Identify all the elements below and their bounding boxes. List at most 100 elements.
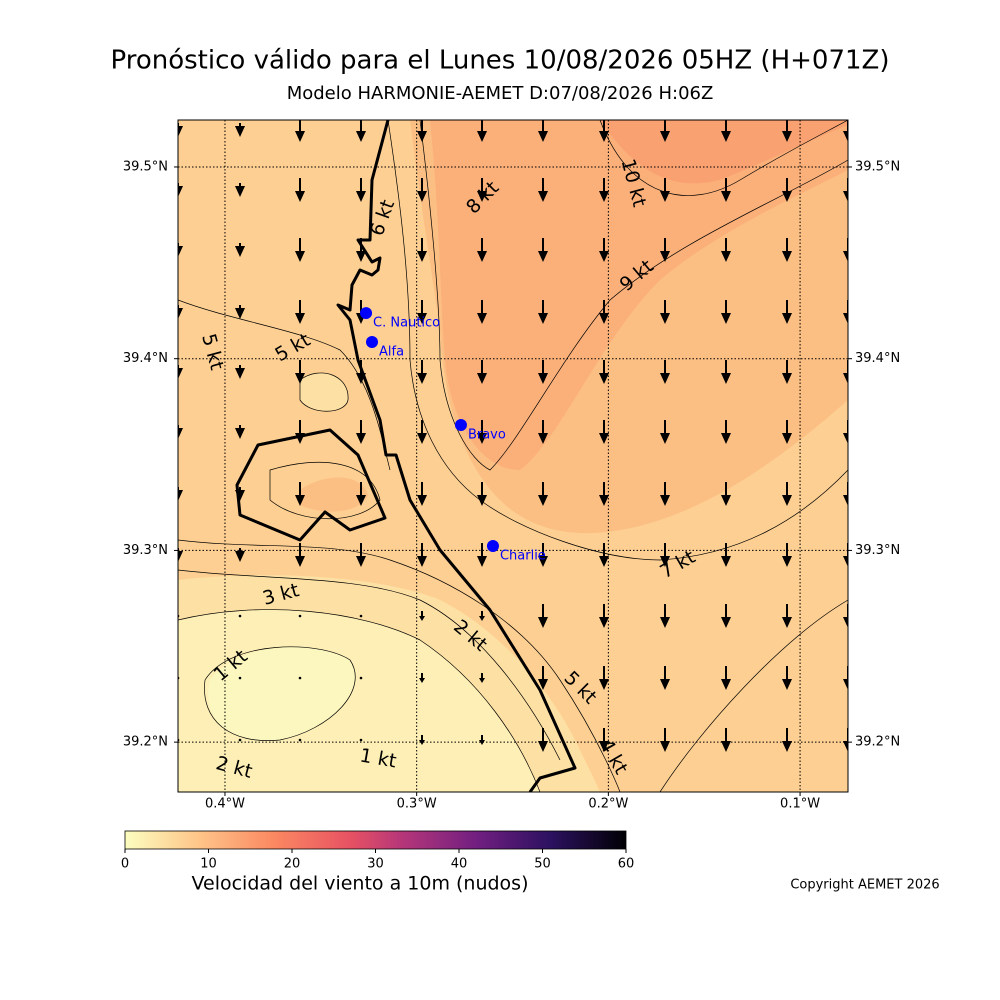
wind-arrow xyxy=(417,300,427,324)
wind-arrow xyxy=(356,120,366,142)
wind-arrow xyxy=(843,178,848,202)
wind-arrow xyxy=(295,178,305,202)
wind-arrow xyxy=(843,543,848,567)
wind-arrow xyxy=(178,548,183,562)
wind-arrow xyxy=(721,238,731,262)
wind-arrow xyxy=(660,543,670,567)
wind-arrow xyxy=(235,243,245,257)
wind-arrow xyxy=(238,676,242,680)
wind-arrow xyxy=(721,482,731,506)
colorbar-label: Velocidad del viento a 10m (nudos) xyxy=(192,873,529,895)
wind-arrow xyxy=(843,728,848,752)
wind-arrow xyxy=(178,183,183,197)
wind-arrow xyxy=(178,243,183,257)
wind-arrow xyxy=(843,300,848,324)
wind-arrow xyxy=(477,300,487,324)
wind-arrow xyxy=(843,420,848,444)
wind-arrow xyxy=(782,120,792,142)
y-tick-label: 39.4°N xyxy=(855,351,900,366)
wind-arrow xyxy=(356,178,366,202)
wind-arrow xyxy=(721,543,731,567)
y-tick-label: 39.3°N xyxy=(123,543,168,558)
wind-arrow xyxy=(359,738,363,742)
wind-arrow xyxy=(782,543,792,567)
wind-arrow xyxy=(238,738,242,742)
field xyxy=(300,477,368,512)
wind-arrow xyxy=(721,120,731,142)
y-tick-label: 39.5°N xyxy=(123,159,168,174)
wind-arrow xyxy=(477,543,487,567)
station-label: Charlie xyxy=(500,549,546,564)
x-tick-label: 0.4°W xyxy=(205,797,245,812)
wind-arrow xyxy=(235,305,245,319)
wind-arrow xyxy=(419,611,425,621)
wind-arrow xyxy=(538,360,548,384)
station xyxy=(360,307,373,320)
station xyxy=(366,336,379,349)
wind-arrow xyxy=(538,728,548,752)
x-tick-label: 0.3°W xyxy=(397,797,437,812)
wind-arrow xyxy=(599,666,609,690)
x-tick-label: 0.1°W xyxy=(780,797,820,812)
wind-arrow xyxy=(721,604,731,628)
wind-arrow xyxy=(178,425,183,439)
wind-arrow xyxy=(419,673,425,683)
wind-arrow xyxy=(782,420,792,444)
wind-arrow xyxy=(660,360,670,384)
wind-arrow xyxy=(843,360,848,384)
wind-arrow xyxy=(599,543,609,567)
wind-arrow xyxy=(538,666,548,690)
wind-arrow xyxy=(359,676,363,680)
wind-arrow xyxy=(721,178,731,202)
wind-arrow xyxy=(356,543,366,567)
wind-arrow xyxy=(298,676,302,680)
wind-arrow xyxy=(298,614,302,618)
wind-arrow xyxy=(599,300,609,324)
colorbar-tick-label: 0 xyxy=(121,857,129,872)
wind-arrow xyxy=(599,604,609,628)
wind-arrow xyxy=(660,178,670,202)
wind-arrow xyxy=(538,420,548,444)
field xyxy=(300,372,349,412)
wind-arrows xyxy=(178,120,848,752)
colorbar-tick-label: 60 xyxy=(618,857,635,872)
wind-arrow xyxy=(235,123,245,137)
colorbar-tick-label: 10 xyxy=(200,857,217,872)
wind-arrow xyxy=(298,738,302,742)
station-label: Alfa xyxy=(379,345,404,360)
wind-arrow xyxy=(660,728,670,752)
colorbar-tick-label: 30 xyxy=(367,857,384,872)
wind-arrow xyxy=(843,604,848,628)
wind-arrow xyxy=(417,543,427,567)
wind-arrow xyxy=(721,420,731,444)
wind-arrow xyxy=(178,305,183,319)
y-tick-label: 39.4°N xyxy=(123,351,168,366)
wind-arrow xyxy=(417,420,427,444)
wind-arrow xyxy=(477,420,487,444)
y-tick-label: 39.2°N xyxy=(855,735,900,750)
wind-arrow xyxy=(477,482,487,506)
wind-arrow xyxy=(477,120,487,142)
wind-arrow xyxy=(356,482,366,506)
colorbar xyxy=(124,830,627,850)
wind-arrow xyxy=(599,360,609,384)
wind-arrow xyxy=(295,300,305,324)
y-tick-label: 39.2°N xyxy=(123,735,168,750)
wind-arrow xyxy=(295,482,305,506)
colorbar-tick-label: 40 xyxy=(451,857,468,872)
wind-arrow xyxy=(178,123,183,137)
wind-arrow xyxy=(599,728,609,752)
wind-arrow xyxy=(660,482,670,506)
wind-arrow xyxy=(235,425,245,439)
station-label: Bravo xyxy=(468,428,506,443)
wind-arrow xyxy=(178,365,183,379)
wind-arrow xyxy=(359,614,363,618)
contours xyxy=(178,120,848,792)
wind-arrow xyxy=(721,360,731,384)
wind-arrow xyxy=(782,482,792,506)
wind-arrow xyxy=(599,420,609,444)
subtitle: Modelo HARMONIE-AEMET D:07/08/2026 H:06Z xyxy=(287,83,714,104)
wind-arrow xyxy=(721,728,731,752)
wind-arrow xyxy=(479,611,485,621)
